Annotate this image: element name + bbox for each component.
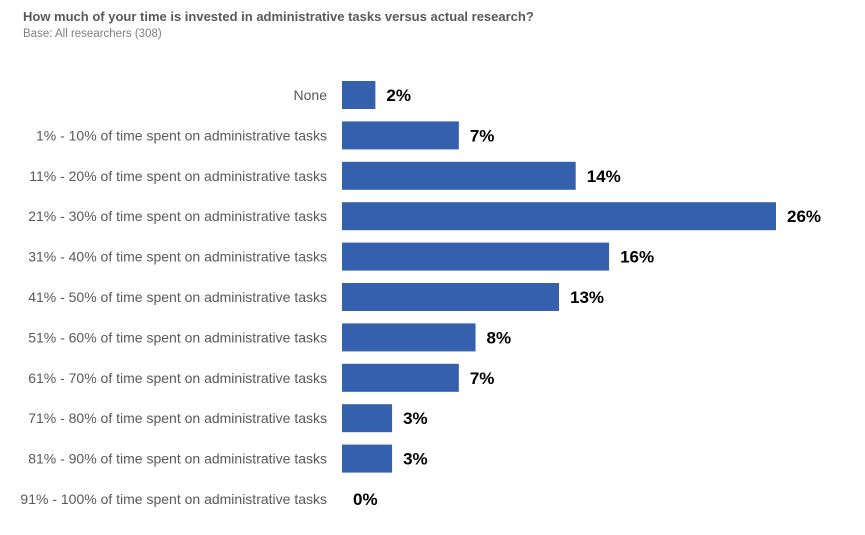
value-label: 0% bbox=[353, 490, 378, 509]
category-label: 41% - 50% of time spent on administrativ… bbox=[28, 289, 327, 305]
value-label: 7% bbox=[470, 369, 495, 388]
bar bbox=[342, 161, 576, 190]
bar bbox=[342, 202, 776, 231]
value-label: 26% bbox=[787, 207, 821, 226]
category-label: 21% - 30% of time spent on administrativ… bbox=[28, 208, 327, 224]
value-label: 3% bbox=[403, 450, 428, 469]
chart-title: How much of your time is invested in adm… bbox=[23, 9, 534, 24]
category-label: 1% - 10% of time spent on administrative… bbox=[36, 127, 327, 143]
category-label: 11% - 20% of time spent on administrativ… bbox=[29, 168, 327, 184]
bar bbox=[342, 444, 393, 473]
bar bbox=[342, 81, 376, 109]
value-label: 8% bbox=[487, 328, 512, 347]
bar bbox=[342, 283, 559, 311]
chart-subtitle: Base: All researchers (308) bbox=[23, 28, 162, 40]
bar bbox=[342, 121, 459, 150]
category-label: 71% - 80% of time spent on administrativ… bbox=[28, 410, 327, 426]
category-label: None bbox=[294, 87, 328, 103]
bar bbox=[342, 323, 476, 352]
value-label: 7% bbox=[470, 126, 495, 145]
category-label: 91% - 100% of time spent on administrati… bbox=[20, 491, 327, 507]
value-label: 13% bbox=[570, 288, 604, 307]
value-label: 14% bbox=[587, 167, 621, 186]
category-label: 31% - 40% of time spent on administrativ… bbox=[28, 249, 327, 265]
bar bbox=[342, 363, 459, 392]
category-label: 51% - 60% of time spent on administrativ… bbox=[28, 329, 327, 345]
value-label: 16% bbox=[620, 248, 654, 267]
category-label: 61% - 70% of time spent on administrativ… bbox=[28, 370, 327, 386]
value-label: 3% bbox=[403, 409, 428, 428]
bar bbox=[342, 404, 393, 433]
value-label: 2% bbox=[386, 86, 411, 105]
category-label: 81% - 90% of time spent on administrativ… bbox=[28, 451, 327, 467]
bar bbox=[342, 242, 610, 271]
